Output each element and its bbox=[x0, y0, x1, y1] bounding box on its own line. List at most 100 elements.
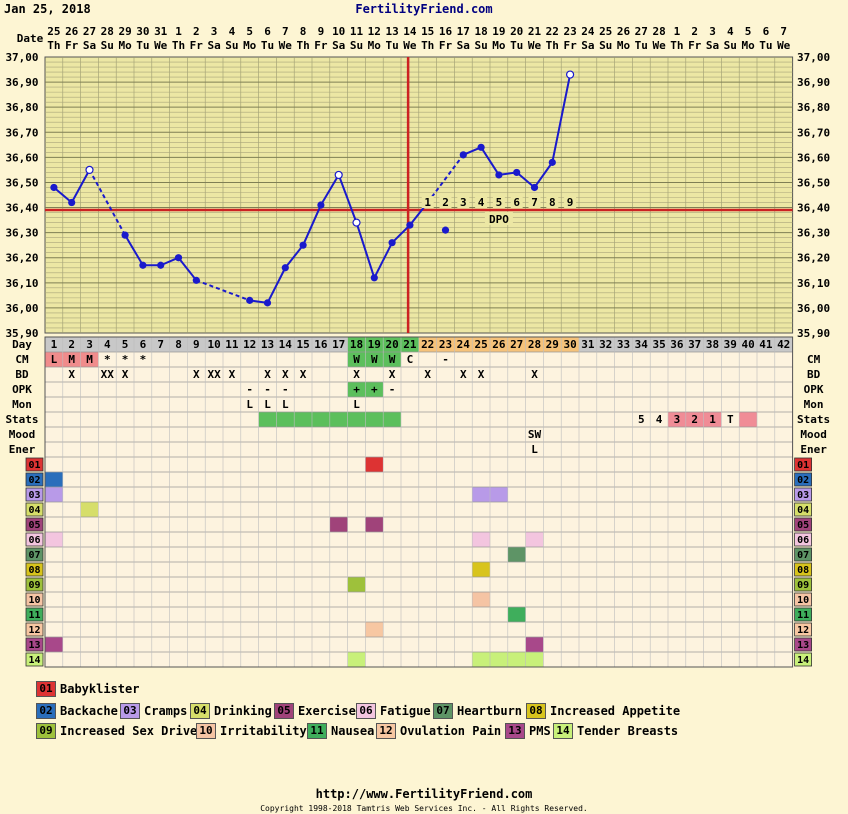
bd-value: XX bbox=[207, 368, 221, 381]
day-number: 30 bbox=[563, 338, 576, 351]
date-tick-label: 27 bbox=[83, 25, 96, 38]
temperature-line bbox=[391, 224, 411, 244]
weekday-tick-label: Tu bbox=[759, 39, 772, 52]
symptom-cell bbox=[525, 637, 544, 652]
weekday-tick-label: Tu bbox=[136, 39, 149, 52]
temperature-line bbox=[70, 169, 91, 204]
stats-cell bbox=[739, 412, 757, 427]
legend-item-04: 04 Drinking bbox=[190, 702, 272, 719]
legend-item-14: 14 Tender Breasts bbox=[553, 722, 678, 739]
day-number: 7 bbox=[157, 338, 164, 351]
symptom-code-right: 09 bbox=[797, 580, 809, 591]
temperature-point bbox=[352, 218, 361, 227]
date-tick-label: 9 bbox=[318, 25, 325, 38]
symptom-code-right: 08 bbox=[797, 565, 809, 576]
symptom-code-box bbox=[25, 517, 44, 532]
opk-dash: - bbox=[264, 383, 271, 396]
temperature-line bbox=[337, 174, 358, 223]
temperature-point bbox=[459, 151, 467, 159]
legend-label: Ovulation Pain bbox=[400, 723, 502, 738]
opk-cell bbox=[347, 382, 366, 397]
weekday-tick-label: Mo bbox=[617, 39, 631, 52]
symptom-code-right: 05 bbox=[797, 520, 809, 531]
site-title[interactable]: FertilityFriend.com bbox=[355, 2, 493, 16]
date-tick-label: 22 bbox=[546, 25, 559, 38]
row-label-mon-right: Mon bbox=[804, 398, 824, 411]
date-tick-label: 19 bbox=[492, 25, 505, 38]
dpo-number-bg bbox=[510, 196, 523, 209]
legend-item-09: 09 Increased Sex Drive bbox=[36, 722, 197, 739]
footer-url[interactable]: http://www.FertilityFriend.com bbox=[315, 787, 533, 801]
day-number: 13 bbox=[261, 338, 274, 351]
y-tick-label-left: 35,90 bbox=[5, 327, 38, 340]
day-number: 21 bbox=[403, 338, 417, 351]
y-tick-label-right: 36,30 bbox=[797, 227, 830, 240]
weekday-tick-label: Su bbox=[101, 39, 114, 52]
weekday-tick-label: Mo bbox=[118, 39, 132, 52]
row-label-bd-right: BD bbox=[807, 368, 821, 381]
weekday-tick-label: Sa bbox=[457, 39, 470, 52]
day-number: 29 bbox=[546, 338, 559, 351]
temperature-line bbox=[284, 244, 304, 269]
row-label-ener: Ener bbox=[9, 443, 36, 456]
day-cell bbox=[223, 337, 241, 352]
dpo-label: DPO bbox=[489, 213, 509, 226]
dpo-number: 6 bbox=[513, 196, 520, 209]
legend-code-box: 01 bbox=[36, 680, 56, 697]
bd-value: X bbox=[282, 368, 289, 381]
symptom-code-box bbox=[25, 622, 44, 637]
bd-value: X bbox=[193, 368, 200, 381]
legend-code-box: 03 bbox=[120, 702, 140, 719]
weekday-tick-label: Th bbox=[47, 39, 60, 52]
weekday-tick-label: Th bbox=[172, 39, 185, 52]
symptom-code-box-right bbox=[794, 532, 812, 547]
legend-code-box: 08 bbox=[526, 702, 546, 719]
temperature-point bbox=[370, 274, 378, 282]
symptom-code-box-right bbox=[794, 517, 812, 532]
symptom-cell bbox=[472, 562, 490, 577]
day-cell bbox=[98, 337, 117, 352]
y-tick-label-right: 36,90 bbox=[797, 76, 830, 89]
cm-value: W bbox=[371, 353, 378, 366]
bd-value: X bbox=[229, 368, 236, 381]
y-tick-label-left: 36,00 bbox=[5, 302, 38, 315]
day-cell bbox=[454, 337, 473, 352]
cm-cell bbox=[365, 352, 384, 367]
temperature-point bbox=[246, 296, 254, 304]
symptom-code: 08 bbox=[28, 565, 40, 576]
temperature-point bbox=[263, 299, 272, 307]
y-tick-label-right: 36,60 bbox=[797, 151, 830, 164]
day-cell bbox=[62, 337, 81, 352]
date-row-label: Date bbox=[17, 32, 44, 45]
symptom-code-box-right bbox=[794, 472, 812, 487]
day-number: 25 bbox=[474, 338, 487, 351]
symptom-cell bbox=[45, 487, 63, 502]
temperature-point bbox=[388, 239, 396, 247]
dpo-number: 7 bbox=[531, 196, 538, 209]
y-tick-label-left: 36,20 bbox=[5, 252, 38, 265]
temperature-point bbox=[299, 241, 307, 249]
legend-code-box: 13 bbox=[505, 722, 525, 739]
stats-cell bbox=[383, 412, 401, 427]
date-tick-label: 10 bbox=[332, 25, 345, 38]
day-number: 42 bbox=[777, 338, 790, 351]
weekday-tick-label: Sa bbox=[207, 39, 220, 52]
day-cell bbox=[151, 337, 170, 352]
symptom-code-box-right bbox=[794, 487, 812, 502]
legend-label: PMS bbox=[529, 723, 551, 738]
y-tick-label-right: 36,80 bbox=[797, 101, 830, 114]
symptom-code-box-right bbox=[794, 562, 812, 577]
day-cell bbox=[490, 337, 508, 352]
day-row-label: Day bbox=[12, 338, 32, 351]
weekday-tick-label: Fr bbox=[190, 39, 204, 52]
fertility-chart: 35,90 35,90 36,00 36,00 36,10 36,10 36,20 36,20… bbox=[5, 25, 830, 668]
symptom-cell bbox=[347, 652, 366, 667]
temperature-line bbox=[124, 234, 144, 266]
day-cell bbox=[401, 337, 419, 352]
bd-value: X bbox=[353, 368, 360, 381]
date-tick-label: 28 bbox=[101, 25, 114, 38]
date-tick-label: 7 bbox=[282, 25, 289, 38]
stats-value: 3 bbox=[674, 413, 681, 426]
weekday-tick-label: Fr bbox=[563, 39, 577, 52]
day-cell bbox=[365, 337, 384, 352]
